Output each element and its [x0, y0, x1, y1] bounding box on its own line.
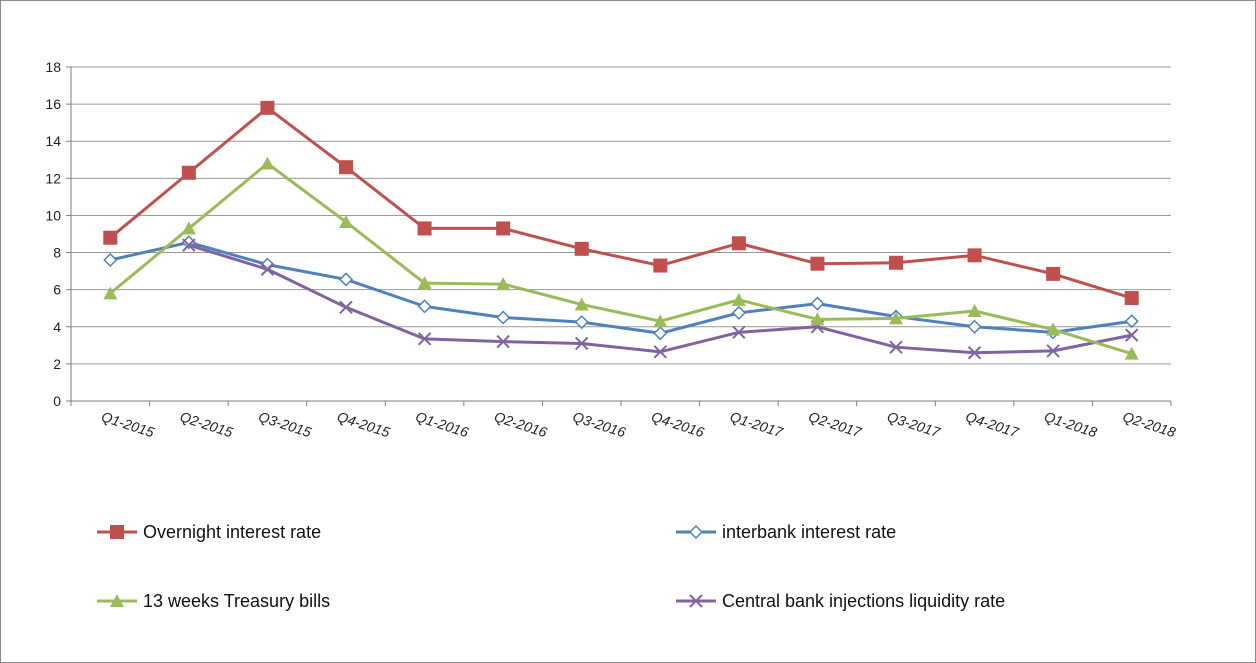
legend-label: Overnight interest rate [143, 522, 321, 542]
data-point [103, 252, 118, 268]
data-point [967, 248, 982, 263]
y-tick-label: 18 [45, 59, 61, 75]
data-point [1124, 314, 1139, 329]
y-tick-label: 6 [53, 282, 61, 298]
x-tick-label: Q3-2015 [257, 408, 314, 440]
data-point [260, 100, 275, 115]
data-point [339, 300, 353, 315]
data-point [1046, 266, 1061, 281]
x-tick-label: Q2-2018 [1121, 408, 1178, 440]
legend-item: interbank interest rate [676, 522, 896, 542]
data-point [417, 276, 432, 290]
legend-item: 13 weeks Treasury bills [97, 591, 330, 611]
y-tick-label: 14 [45, 133, 61, 149]
data-point [574, 297, 589, 311]
data-point [967, 346, 982, 360]
data-point [731, 305, 746, 320]
data-point [889, 311, 903, 325]
legend-label: interbank interest rate [722, 522, 896, 542]
data-point [653, 326, 668, 341]
legend-marker [688, 524, 704, 540]
data-point [1125, 328, 1139, 342]
data-point [260, 156, 275, 170]
legend-marker [689, 594, 703, 608]
series-1 [103, 235, 1139, 341]
data-point [496, 221, 511, 236]
data-point [810, 312, 825, 326]
data-point [496, 277, 511, 291]
data-point [810, 256, 825, 271]
data-point [181, 165, 196, 180]
y-tick-label: 2 [53, 356, 61, 372]
data-point [339, 160, 353, 175]
data-point [810, 296, 825, 311]
data-point [731, 236, 746, 251]
legend-label: Central bank injections liquidity rate [722, 591, 1005, 611]
data-point [339, 214, 353, 228]
data-point [417, 221, 432, 236]
y-tick-label: 4 [53, 319, 61, 335]
data-point [653, 258, 668, 273]
series-line [109, 106, 1133, 300]
data-point [338, 272, 354, 287]
data-point [575, 336, 589, 351]
legend-marker [110, 594, 124, 607]
data-point [967, 304, 982, 318]
data-point [181, 221, 196, 235]
legend-marker [110, 525, 124, 539]
x-tick-label: Q2-2015 [178, 408, 235, 440]
x-tick-label: Q3-2017 [885, 408, 943, 440]
x-tick-label: Q4-2015 [335, 408, 392, 440]
x-tick-label: Q2-2017 [807, 408, 865, 440]
data-point [731, 292, 746, 306]
data-point [103, 230, 118, 245]
x-tick-label: Q1-2017 [728, 408, 786, 440]
data-point [182, 238, 196, 252]
legend-item: Overnight interest rate [97, 522, 321, 542]
data-point [103, 286, 118, 300]
series-3 [182, 238, 1139, 360]
legend-label: 13 weeks Treasury bills [143, 591, 330, 611]
data-point [653, 345, 667, 359]
data-point [732, 325, 746, 340]
series-line [109, 240, 1132, 335]
data-point [260, 262, 275, 276]
data-point [496, 334, 510, 349]
data-point [653, 314, 668, 328]
x-tick-label: Q1-2015 [99, 408, 156, 440]
y-tick-label: 8 [53, 245, 61, 261]
x-tick-label: Q1-2018 [1042, 408, 1099, 440]
legend-item: Central bank injections liquidity rate [676, 591, 1005, 611]
series-2 [103, 156, 1139, 360]
data-point [889, 255, 903, 270]
x-tick-label: Q2-2016 [492, 408, 549, 440]
data-point [574, 241, 589, 256]
x-tick-label: Q1-2016 [414, 408, 471, 440]
series-0 [103, 100, 1139, 306]
data-point [574, 315, 589, 330]
data-point [1046, 344, 1060, 358]
data-point [417, 332, 432, 346]
x-tick-label: Q4-2017 [964, 408, 1022, 440]
data-point [889, 340, 903, 354]
y-tick-label: 16 [45, 96, 61, 112]
data-point [1124, 346, 1139, 360]
y-tick-label: 12 [45, 170, 61, 186]
data-point [1124, 291, 1139, 306]
series-line [109, 161, 1133, 356]
x-tick-label: Q3-2016 [571, 408, 628, 440]
data-point [417, 299, 432, 314]
data-point [496, 310, 511, 325]
data-point [967, 319, 982, 334]
y-tick-label: 0 [53, 393, 61, 409]
y-tick-label: 10 [45, 207, 61, 223]
x-tick-label: Q4-2016 [649, 408, 706, 440]
data-point [1046, 322, 1061, 336]
